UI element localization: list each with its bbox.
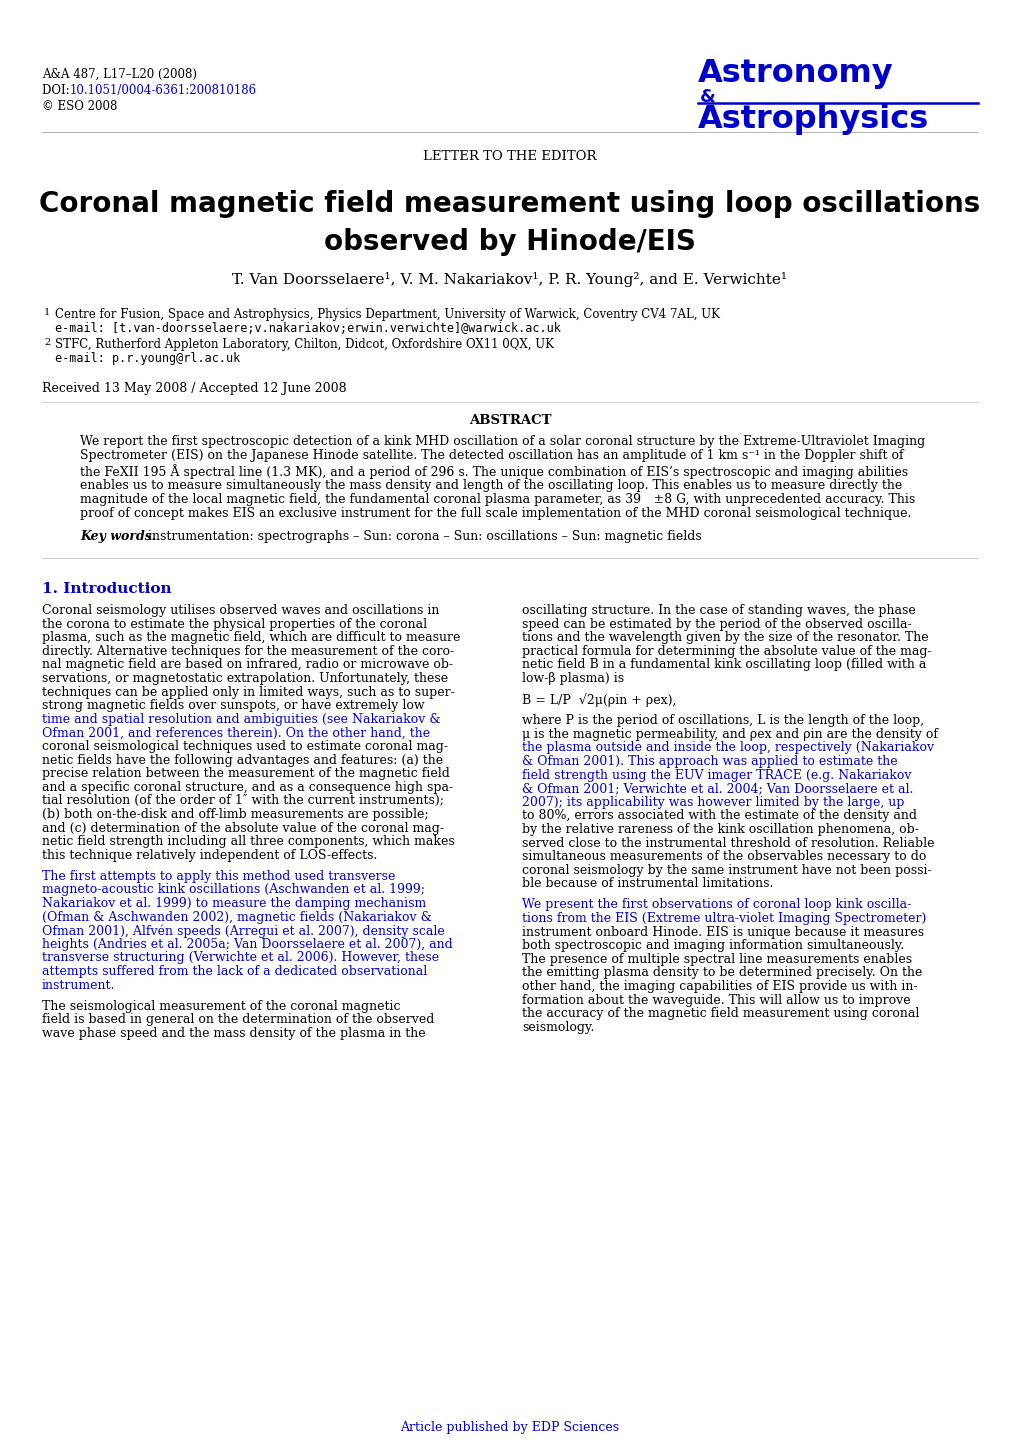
Text: and a specific coronal structure, and as a consequence high spa-: and a specific coronal structure, and as… [42, 781, 452, 794]
Text: both spectroscopic and imaging information simultaneously.: both spectroscopic and imaging informati… [522, 939, 904, 952]
Text: We present the first observations of coronal loop kink oscilla-: We present the first observations of cor… [522, 899, 910, 912]
Text: (Ofman & Aschwanden 2002), magnetic fields (Nakariakov &: (Ofman & Aschwanden 2002), magnetic fiel… [42, 911, 431, 924]
Text: Spectrometer (EIS) on the Japanese Hinode satellite. The detected oscillation ha: Spectrometer (EIS) on the Japanese Hinod… [79, 450, 903, 463]
Text: time and spatial resolution and ambiguities (see Nakariakov &: time and spatial resolution and ambiguit… [42, 713, 440, 726]
Text: Coronal seismology utilises observed waves and oscillations in: Coronal seismology utilises observed wav… [42, 605, 439, 618]
Text: Astronomy: Astronomy [697, 58, 893, 89]
Text: Nakariakov et al. 1999) to measure the damping mechanism: Nakariakov et al. 1999) to measure the d… [42, 898, 426, 911]
Text: ble because of instrumental limitations.: ble because of instrumental limitations. [522, 877, 772, 890]
Text: proof of concept makes EIS an exclusive instrument for the full scale implementa: proof of concept makes EIS an exclusive … [79, 508, 911, 521]
Text: formation about the waveguide. This will allow us to improve: formation about the waveguide. This will… [522, 994, 910, 1007]
Text: 2007); its applicability was however limited by the large, up: 2007); its applicability was however lim… [522, 795, 904, 808]
Text: e-mail: p.r.young@rl.ac.uk: e-mail: p.r.young@rl.ac.uk [55, 352, 240, 365]
Text: Article published by EDP Sciences: Article published by EDP Sciences [400, 1421, 619, 1434]
Text: oscillating structure. In the case of standing waves, the phase: oscillating structure. In the case of st… [522, 605, 915, 618]
Text: Received 13 May 2008 / Accepted 12 June 2008: Received 13 May 2008 / Accepted 12 June … [42, 382, 346, 395]
Text: T. Van Doorsselaere¹, V. M. Nakariakov¹, P. R. Young², and E. Verwichte¹: T. Van Doorsselaere¹, V. M. Nakariakov¹,… [232, 271, 787, 287]
Text: the accuracy of the magnetic field measurement using coronal: the accuracy of the magnetic field measu… [522, 1007, 918, 1020]
Text: Astrophysics: Astrophysics [697, 104, 928, 136]
Text: 1. Introduction: 1. Introduction [42, 582, 171, 596]
Text: DOI:: DOI: [42, 84, 73, 97]
Text: 10.1051/0004-6361:200810186: 10.1051/0004-6361:200810186 [70, 84, 257, 97]
Text: speed can be estimated by the period of the observed oscilla-: speed can be estimated by the period of … [522, 618, 911, 631]
Text: Coronal magnetic field measurement using loop oscillations: Coronal magnetic field measurement using… [40, 190, 979, 218]
Text: seismology.: seismology. [522, 1020, 594, 1033]
Text: & Ofman 2001; Verwichte et al. 2004; Van Doorsselaere et al.: & Ofman 2001; Verwichte et al. 2004; Van… [522, 782, 912, 795]
Text: the emitting plasma density to be determined precisely. On the: the emitting plasma density to be determ… [522, 967, 921, 980]
Text: heights (Andries et al. 2005a; Van Doorsselaere et al. 2007), and: heights (Andries et al. 2005a; Van Doors… [42, 938, 452, 951]
Text: by the relative rareness of the kink oscillation phenomena, ob-: by the relative rareness of the kink osc… [522, 823, 918, 835]
Text: tions from the EIS (Extreme ultra-violet Imaging Spectrometer): tions from the EIS (Extreme ultra-violet… [522, 912, 925, 925]
Text: field is based in general on the determination of the observed: field is based in general on the determi… [42, 1013, 434, 1026]
Text: enables us to measure simultaneously the mass density and length of the oscillat: enables us to measure simultaneously the… [79, 479, 902, 492]
Text: strong magnetic fields over sunspots, or have extremely low: strong magnetic fields over sunspots, or… [42, 700, 424, 713]
Text: other hand, the imaging capabilities of EIS provide us with in-: other hand, the imaging capabilities of … [522, 980, 917, 993]
Text: The presence of multiple spectral line measurements enables: The presence of multiple spectral line m… [522, 952, 911, 965]
Text: 1: 1 [44, 307, 50, 317]
Text: The seismological measurement of the coronal magnetic: The seismological measurement of the cor… [42, 1000, 400, 1013]
Text: coronal seismology by the same instrument have not been possi-: coronal seismology by the same instrumen… [522, 864, 930, 877]
Text: & Ofman 2001). This approach was applied to estimate the: & Ofman 2001). This approach was applied… [522, 755, 897, 768]
Text: servations, or magnetostatic extrapolation. Unfortunately, these: servations, or magnetostatic extrapolati… [42, 672, 447, 685]
Text: the plasma outside and inside the loop, respectively (Nakariakov: the plasma outside and inside the loop, … [522, 742, 933, 755]
Text: STFC, Rutherford Appleton Laboratory, Chilton, Didcot, Oxfordshire OX11 0QX, UK: STFC, Rutherford Appleton Laboratory, Ch… [55, 338, 553, 351]
Text: where P is the period of oscillations, L is the length of the loop,: where P is the period of oscillations, L… [522, 714, 923, 727]
Text: coronal seismological techniques used to estimate coronal mag-: coronal seismological techniques used to… [42, 740, 447, 753]
Text: the corona to estimate the physical properties of the coronal: the corona to estimate the physical prop… [42, 618, 427, 631]
Text: served close to the instrumental threshold of resolution. Reliable: served close to the instrumental thresho… [522, 837, 933, 850]
Text: this technique relatively independent of LOS-effects.: this technique relatively independent of… [42, 848, 377, 861]
Text: netic field B in a fundamental kink oscillating loop (filled with a: netic field B in a fundamental kink osci… [522, 658, 925, 671]
Text: Centre for Fusion, Space and Astrophysics, Physics Department, University of War: Centre for Fusion, Space and Astrophysic… [55, 307, 719, 320]
Text: magnitude of the local magnetic field, the fundamental coronal plasma parameter,: magnitude of the local magnetic field, t… [79, 494, 914, 506]
Text: e-mail: [t.van-doorsselaere;v.nakariakov;erwin.verwichte]@warwick.ac.uk: e-mail: [t.van-doorsselaere;v.nakariakov… [55, 322, 560, 335]
Text: transverse structuring (Verwichte et al. 2006). However, these: transverse structuring (Verwichte et al.… [42, 951, 439, 964]
Text: nal magnetic field are based on infrared, radio or microwave ob-: nal magnetic field are based on infrared… [42, 658, 452, 671]
Text: &: & [699, 88, 715, 105]
Text: B = L/P  √2μ(ρin + ρex),: B = L/P √2μ(ρin + ρex), [522, 693, 676, 707]
Text: practical formula for determining the absolute value of the mag-: practical formula for determining the ab… [522, 645, 930, 658]
Text: magneto-acoustic kink oscillations (Aschwanden et al. 1999;: magneto-acoustic kink oscillations (Asch… [42, 883, 425, 896]
Text: techniques can be applied only in limited ways, such as to super-: techniques can be applied only in limite… [42, 685, 454, 698]
Text: 2: 2 [44, 338, 50, 346]
Text: tions and the wavelength given by the size of the resonator. The: tions and the wavelength given by the si… [522, 631, 927, 644]
Text: A&A 487, L17–L20 (2008): A&A 487, L17–L20 (2008) [42, 68, 197, 81]
Text: instrumentation: spectrographs – Sun: corona – Sun: oscillations – Sun: magnetic: instrumentation: spectrographs – Sun: co… [144, 530, 701, 543]
Text: netic field strength including all three components, which makes: netic field strength including all three… [42, 835, 454, 848]
Text: plasma, such as the magnetic field, which are difficult to measure: plasma, such as the magnetic field, whic… [42, 631, 460, 644]
Text: instrument onboard Hinode. EIS is unique because it measures: instrument onboard Hinode. EIS is unique… [522, 925, 923, 938]
Text: low-β plasma) is: low-β plasma) is [522, 672, 624, 685]
Text: Key words.: Key words. [79, 530, 156, 543]
Text: field strength using the EUV imager TRACE (e.g. Nakariakov: field strength using the EUV imager TRAC… [522, 769, 911, 782]
Text: ABSTRACT: ABSTRACT [469, 414, 550, 427]
Text: (b) both on-the-disk and off-limb measurements are possible;: (b) both on-the-disk and off-limb measur… [42, 808, 428, 821]
Text: We report the first spectroscopic detection of a kink MHD oscillation of a solar: We report the first spectroscopic detect… [79, 434, 924, 447]
Text: and (c) determination of the absolute value of the coronal mag-: and (c) determination of the absolute va… [42, 821, 443, 834]
Text: wave phase speed and the mass density of the plasma in the: wave phase speed and the mass density of… [42, 1027, 425, 1040]
Text: the FeXII 195 Å spectral line (1.3 MK), and a period of 296 s. The unique combin: the FeXII 195 Å spectral line (1.3 MK), … [79, 465, 907, 479]
Text: simultaneous measurements of the observables necessary to do: simultaneous measurements of the observa… [522, 850, 925, 863]
Text: instrument.: instrument. [42, 978, 115, 991]
Text: μ is the magnetic permeability, and ρex and ρin are the density of: μ is the magnetic permeability, and ρex … [522, 727, 937, 740]
Text: LETTER TO THE EDITOR: LETTER TO THE EDITOR [423, 150, 596, 163]
Text: observed by Hinode/EIS: observed by Hinode/EIS [324, 228, 695, 255]
Text: precise relation between the measurement of the magnetic field: precise relation between the measurement… [42, 768, 449, 781]
Text: The first attempts to apply this method used transverse: The first attempts to apply this method … [42, 870, 395, 883]
Text: © ESO 2008: © ESO 2008 [42, 100, 117, 113]
Text: tial resolution (of the order of 1″ with the current instruments);: tial resolution (of the order of 1″ with… [42, 795, 443, 808]
Text: Ofman 2001), Alfvén speeds (Arregui et al. 2007), density scale: Ofman 2001), Alfvén speeds (Arregui et a… [42, 925, 444, 938]
Text: directly. Alternative techniques for the measurement of the coro-: directly. Alternative techniques for the… [42, 645, 453, 658]
Text: to 80%, errors associated with the estimate of the density and: to 80%, errors associated with the estim… [522, 810, 916, 823]
Text: attempts suffered from the lack of a dedicated observational: attempts suffered from the lack of a ded… [42, 965, 427, 978]
Text: netic fields have the following advantages and features: (a) the: netic fields have the following advantag… [42, 753, 442, 766]
Text: Ofman 2001, and references therein). On the other hand, the: Ofman 2001, and references therein). On … [42, 726, 430, 739]
